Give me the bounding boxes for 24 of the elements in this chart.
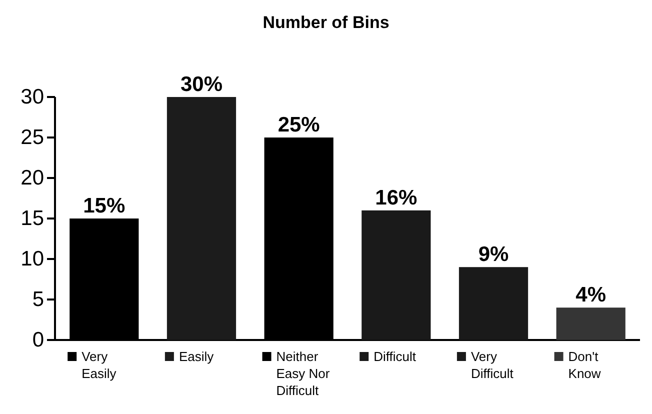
y-tick-label: 30 (20, 86, 44, 109)
x-tick-label: Difficult (374, 349, 416, 364)
x-tick-label: Don't Know (568, 349, 602, 381)
data-label: 30% (180, 73, 223, 96)
data-label: 4% (576, 284, 606, 307)
y-tick-label: 25 (20, 126, 44, 150)
y-tick-label: 5 (32, 288, 44, 312)
y-tick-label: 0 (32, 328, 44, 352)
data-label: 9% (478, 243, 510, 266)
x-tick-label: Easily (178, 349, 214, 364)
x-tick-label: Very Difficult (470, 349, 514, 381)
data-label: 16% (375, 186, 418, 210)
data-label: 25% (278, 114, 320, 136)
bar (458, 267, 528, 340)
x-tick-label: Very Easily (82, 349, 117, 381)
chart-title: Number of Bins (262, 13, 390, 32)
x-tick-label: Neither Easy Nor Difficult (276, 349, 330, 398)
y-tick-label: 15 (20, 207, 44, 230)
bar (166, 97, 236, 340)
y-tick-label: 10 (20, 248, 44, 271)
y-tick-label: 20 (20, 166, 44, 190)
bar (556, 308, 626, 340)
data-label: 15% (83, 194, 126, 218)
bar (362, 210, 431, 340)
